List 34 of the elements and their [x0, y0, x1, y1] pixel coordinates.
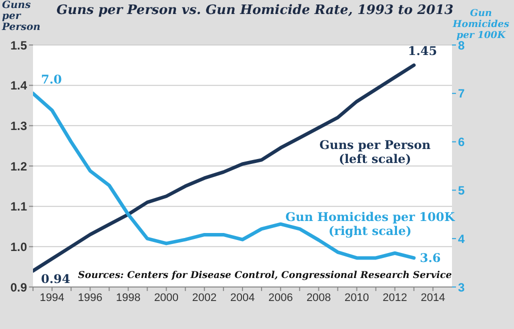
- x-tick-label: 2002: [192, 292, 217, 304]
- data-label: 7.0: [41, 72, 62, 86]
- y2-tick-label: 6: [458, 135, 465, 150]
- annotation: Sources: Centers for Disease Control, Congressional Research Service: [78, 270, 452, 281]
- data-label: 0.94: [41, 272, 70, 286]
- x-tick-label: 2014: [420, 292, 446, 304]
- y-axis-title: Guns per Person: [2, 0, 42, 33]
- series-label: Guns per Person (left scale): [318, 138, 432, 166]
- y2-tick-label: 7: [458, 86, 465, 101]
- data-label: 1.45: [408, 44, 438, 58]
- x-tick-label: 2006: [268, 292, 293, 304]
- y-tick-label: 1.0: [10, 240, 28, 254]
- y2-tick-label: 5: [458, 183, 465, 198]
- y-tick-label: 1.1: [10, 200, 28, 214]
- y2-axis-title: Gun Homicides per 100K: [452, 8, 510, 41]
- x-tick-label: 2010: [344, 292, 370, 304]
- y-tick-label: 1.4: [10, 78, 28, 93]
- series-label: Gun Homicides per 100K (right scale): [285, 210, 455, 238]
- data-label: 3.6: [420, 250, 441, 265]
- x-tick-label: 1996: [78, 292, 102, 304]
- x-tick-label: 2008: [306, 292, 331, 304]
- y-tick-label: 1.3: [10, 118, 28, 133]
- y-tick-label: 0.9: [10, 280, 28, 294]
- x-tick-label: 1994: [40, 292, 64, 304]
- x-tick-label: 2012: [382, 292, 408, 304]
- chart-title: Guns per Person vs. Gun Homicide Rate, 1993 to 2013: [56, 3, 454, 18]
- y-tick-label: 1.2: [10, 159, 28, 174]
- y2-tick-label: 4: [458, 232, 465, 246]
- x-tick-label: 1998: [116, 292, 140, 304]
- y2-tick-label: 3: [458, 280, 465, 294]
- x-tick-label: 2004: [230, 292, 255, 304]
- y2-tick-label: 8: [458, 38, 465, 52]
- y-tick-label: 1.5: [10, 38, 28, 52]
- x-tick-label: 2000: [154, 292, 179, 304]
